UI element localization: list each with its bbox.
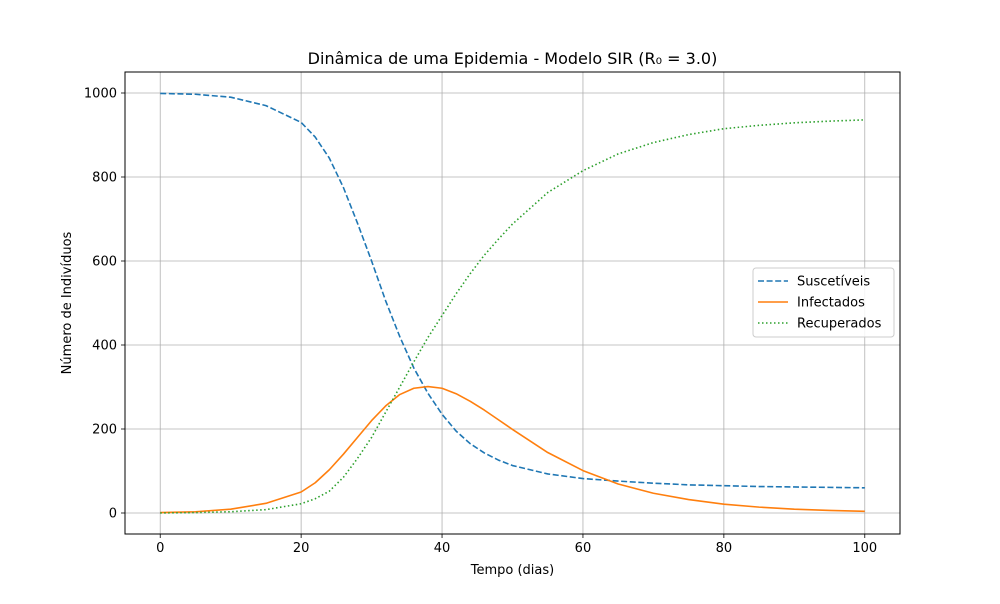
y-tick-label: 800 [92, 171, 117, 186]
plot-frame [124, 71, 901, 535]
series-lines [160, 92, 865, 514]
legend-label: Recuperados [797, 317, 882, 332]
y-tick-label: 1000 [84, 87, 117, 102]
series-line-infectados [160, 385, 865, 514]
legend-items: Suscetíveis Infectados Recuperados [758, 275, 882, 332]
x-tick-label: 20 [293, 541, 310, 556]
x-tick-label: 60 [575, 541, 592, 556]
legend-box [752, 267, 895, 338]
series-line-recuperados [160, 119, 865, 514]
chart-title: Dinâmica de uma Epidemia - Modelo SIR (R… [308, 49, 718, 68]
x-axis-label: Tempo (dias) [470, 563, 554, 578]
y-tick-label: 600 [92, 255, 117, 270]
y-tick-label: 400 [92, 339, 117, 354]
x-tick-label: 100 [852, 541, 877, 556]
legend-label: Infectados [797, 296, 865, 311]
y-axis-label: Número de Indivíduos [60, 231, 75, 374]
y-tick-label: 0 [109, 507, 117, 522]
legend: Suscetíveis Infectados Recuperados [752, 267, 895, 338]
x-tick-label: 0 [156, 541, 164, 556]
series-line-suscetíveis [160, 92, 865, 489]
grid-lines [125, 72, 900, 534]
legend-label: Suscetíveis [797, 275, 870, 290]
x-tick-label: 40 [434, 541, 451, 556]
x-tick-label: 80 [716, 541, 733, 556]
y-tick-label: 200 [92, 423, 117, 438]
